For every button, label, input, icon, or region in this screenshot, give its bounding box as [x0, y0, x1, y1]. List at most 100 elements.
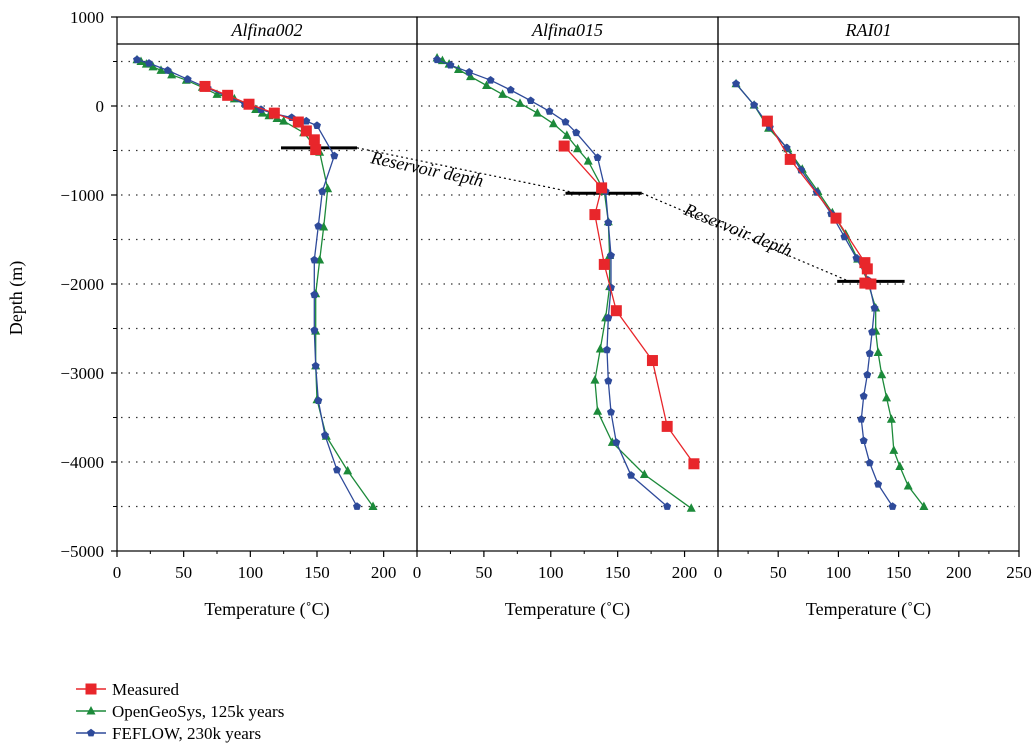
- y-tick-label: −1000: [60, 186, 104, 205]
- y-tick-label: −4000: [60, 453, 104, 472]
- feflow-point: [145, 59, 153, 67]
- feflow-point: [606, 251, 615, 259]
- feflow-point: [868, 327, 877, 336]
- x-tick-label: 250: [1006, 563, 1032, 582]
- measured-point: [610, 305, 622, 317]
- legend-feflow-label: FEFLOW, 230k years: [112, 724, 261, 743]
- measured-point: [589, 209, 601, 221]
- feflow-point: [593, 153, 602, 162]
- opengeosys-line: [735, 83, 925, 507]
- feflow-point: [310, 290, 319, 299]
- y-tick-label: 0: [96, 97, 105, 116]
- measured-point: [865, 278, 877, 290]
- feflow-point: [604, 218, 613, 226]
- feflow-point: [604, 313, 613, 322]
- measured-point: [784, 153, 796, 165]
- feflow-point: [874, 480, 883, 488]
- x-tick-label: 100: [538, 563, 564, 582]
- opengeosys-point: [148, 61, 158, 71]
- feflow-point: [321, 431, 329, 439]
- panel-title: RAI01: [845, 20, 892, 40]
- feflow-point: [311, 361, 320, 370]
- opengeosys-point: [583, 156, 593, 165]
- opengeosys-line: [136, 59, 374, 507]
- opengeosys-point: [156, 65, 166, 74]
- x-axis-title: Temperature (˚C): [505, 599, 630, 620]
- feflow-point: [606, 407, 615, 416]
- panel-title: Alfina015: [531, 20, 603, 40]
- opengeosys-point: [437, 55, 447, 65]
- feflow-point: [863, 370, 872, 379]
- feflow-point: [859, 436, 868, 445]
- feflow-point: [663, 502, 672, 510]
- x-tick-label: 150: [605, 563, 631, 582]
- feflow-point: [313, 121, 321, 129]
- x-tick-label: 200: [946, 563, 972, 582]
- opengeosys-point: [877, 369, 887, 379]
- grid-layer: [121, 60, 1015, 508]
- measured-point: [199, 80, 211, 92]
- opengeosys-point: [593, 406, 603, 415]
- measured-point: [859, 277, 871, 289]
- legend-opengeosys-marker: [86, 706, 96, 715]
- opengeosys-point: [562, 130, 572, 139]
- legend-measured-label: Measured: [112, 680, 180, 699]
- feflow-point: [865, 349, 874, 357]
- measured-point: [222, 89, 234, 101]
- measured-point: [859, 257, 871, 269]
- opengeosys-line: [436, 57, 692, 509]
- feflow-point: [865, 458, 874, 467]
- measured-point: [688, 458, 700, 470]
- annotation-reservoir-depth-1: Reservoir depth: [368, 147, 485, 191]
- x-tick-label: 0: [413, 563, 422, 582]
- measured-point: [830, 212, 842, 224]
- panel-frame: [416, 16, 719, 552]
- feflow-point: [561, 117, 570, 126]
- panel-title: Alfina002: [231, 20, 303, 40]
- feflow-point: [526, 96, 535, 105]
- feflow-point: [888, 502, 897, 510]
- measured-point: [646, 355, 658, 367]
- opengeosys-point: [167, 69, 177, 79]
- measured-point: [268, 107, 280, 119]
- x-tick-label: 150: [886, 563, 912, 582]
- opengeosys-point: [548, 118, 558, 128]
- feflow-point: [183, 75, 192, 83]
- y-tick-label: −2000: [60, 275, 104, 294]
- panel-frames: Alfina002 Alfina015 RAI01: [116, 16, 1020, 552]
- feflow-point: [606, 283, 615, 291]
- opengeosys-point: [686, 503, 696, 512]
- opengeosys-point: [889, 445, 899, 454]
- legend: Measured OpenGeoSys, 125k years FEFLOW, 23…: [76, 680, 284, 743]
- feflow-point: [353, 502, 361, 510]
- feflow-point: [612, 438, 621, 446]
- x-tick-label: 200: [672, 563, 698, 582]
- feflow-point: [310, 255, 319, 264]
- feflow-point: [859, 391, 868, 400]
- feflow-point: [486, 75, 495, 84]
- feflow-point: [602, 345, 611, 354]
- opengeosys-point: [903, 481, 913, 490]
- x-tick-label: 100: [826, 563, 852, 582]
- feflow-point: [133, 55, 141, 64]
- x-axis-title: Temperature (˚C): [806, 599, 931, 620]
- feflow-point: [732, 79, 741, 88]
- x-tick-label: 0: [113, 563, 122, 582]
- feflow-point: [604, 376, 613, 385]
- opengeosys-point: [873, 347, 883, 357]
- measured-point: [661, 420, 673, 432]
- feflow-point: [333, 465, 341, 474]
- x-tick-label: 50: [175, 563, 192, 582]
- feflow-point: [627, 471, 636, 479]
- opengeosys-point: [515, 98, 525, 107]
- measured-point: [761, 115, 773, 127]
- opengeosys-point: [595, 343, 605, 353]
- series-layer: [132, 52, 929, 512]
- feflow-point: [852, 253, 861, 262]
- feflow-point: [506, 85, 515, 94]
- opengeosys-point: [368, 501, 378, 510]
- opengeosys-point: [895, 461, 905, 470]
- feflow-point: [446, 60, 455, 69]
